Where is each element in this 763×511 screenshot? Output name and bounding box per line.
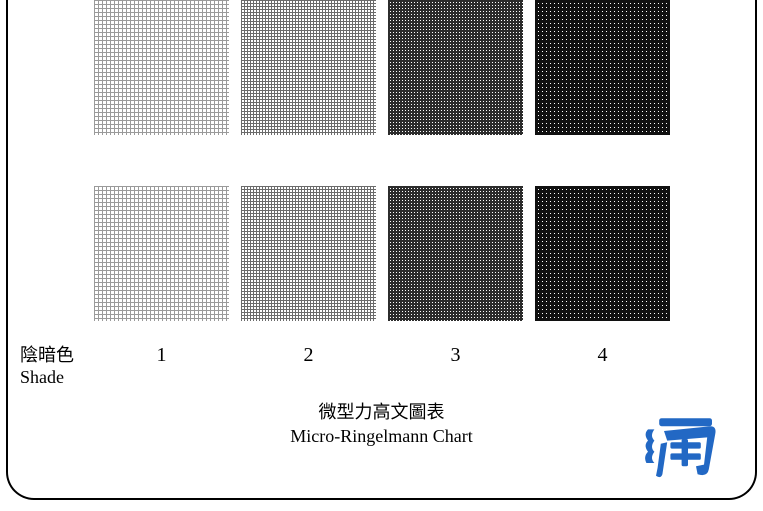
- shade-number-2: 2: [241, 344, 376, 367]
- shade-swatch-row1-3: [388, 0, 523, 135]
- shade-swatch-row2-4: [535, 186, 670, 321]
- shade-number-4: 4: [535, 344, 670, 367]
- shade-number-3: 3: [388, 344, 523, 367]
- shade-label-zh: 陰暗色: [20, 344, 74, 366]
- shade-swatch-row1-1: [94, 0, 229, 135]
- shade-number-1: 1: [94, 344, 229, 367]
- shade-axis-label: 陰暗色 Shade: [20, 344, 74, 388]
- shade-swatch-row1-2: [241, 0, 376, 135]
- marine-dept-logo-icon: [639, 407, 721, 479]
- shade-swatch-row2-1: [94, 186, 229, 321]
- shade-label-en: Shade: [20, 366, 74, 388]
- shade-swatch-row2-3: [388, 186, 523, 321]
- shade-swatch-row2-2: [241, 186, 376, 321]
- shade-swatch-row1-4: [535, 0, 670, 135]
